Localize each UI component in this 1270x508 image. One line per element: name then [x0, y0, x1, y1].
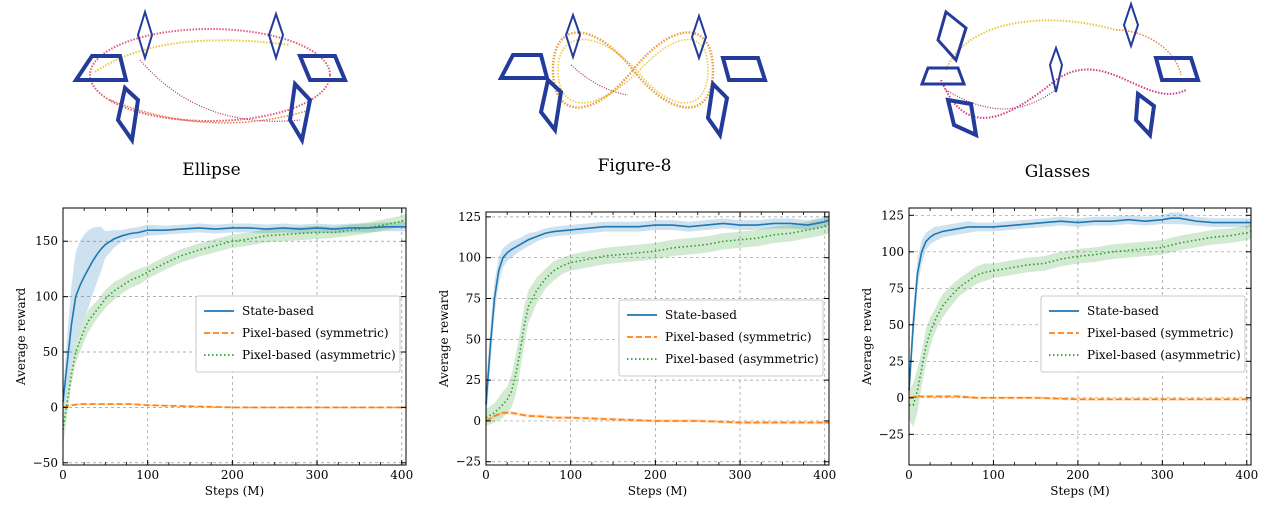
- panel-ellipse: 0 100 200 300 400 −50 0 50 100 150 Steps (M) Averag…: [0, 0, 423, 508]
- y-tick-label: 50: [43, 345, 58, 359]
- series-band: [909, 224, 1251, 428]
- plot-frame: [908, 207, 1252, 466]
- series-line: [62, 403, 406, 409]
- x-tick-label: 400: [1235, 468, 1258, 482]
- panel-figure8: 0 100 200 300 400 −25 0 25 50 75 100 125 Steps (M) Av…: [423, 0, 846, 508]
- series-line: [485, 219, 830, 405]
- legend-box: [1040, 295, 1246, 373]
- series-line: [62, 218, 407, 430]
- x-tick-label: 100: [136, 468, 159, 482]
- y-tick-label: 75: [889, 281, 904, 295]
- legend-label: State-based: [242, 304, 314, 318]
- series-line: [485, 411, 829, 424]
- y-tick-label: 0: [896, 391, 904, 405]
- legend-box: [618, 299, 824, 377]
- y-tick-label: 50: [466, 332, 481, 346]
- series-line: [908, 395, 1251, 401]
- legend-label: State-based: [1087, 304, 1159, 318]
- x-tick-label: 400: [390, 468, 413, 482]
- legend-label: Pixel-based (symmetric): [242, 326, 389, 340]
- y-tick-label: 100: [881, 245, 904, 259]
- panel-glasses: 0 100 200 300 400 −25 0 25 50 75 100 125 Steps (M) Av…: [846, 0, 1269, 508]
- legend-label: Pixel-based (asymmetric): [665, 352, 819, 366]
- y-tick-label: −50: [33, 456, 58, 470]
- legend-label: State-based: [665, 308, 737, 322]
- legend-label: Pixel-based (symmetric): [1087, 326, 1234, 340]
- ellipse-trajectory-illustration: [72, 8, 348, 146]
- y-axis-label: Average reward: [860, 288, 874, 387]
- plot-frame: [62, 207, 407, 466]
- trajectory-caption: Figure-8: [597, 156, 672, 176]
- y-tick-label: 0: [50, 400, 58, 414]
- x-tick-label: 0: [482, 468, 490, 482]
- series-line: [62, 226, 406, 402]
- legend-label: Pixel-based (symmetric): [665, 330, 812, 344]
- x-tick-label: 200: [221, 468, 244, 482]
- x-tick-label: 100: [982, 468, 1005, 482]
- reward-chart: 0 100 200 300 400 −25 0 25 50 75 100 125 Steps (M) Av…: [860, 207, 1258, 498]
- trajectory-caption: Ellipse: [182, 160, 241, 180]
- plot-frame: [485, 211, 830, 466]
- x-tick-label: 300: [1151, 468, 1174, 482]
- y-tick-label: 25: [466, 373, 481, 387]
- x-axis-label: Steps (M): [628, 484, 687, 498]
- figure8-trajectory-illustration: [497, 11, 768, 141]
- series-band: [486, 216, 829, 426]
- x-axis-label: Steps (M): [205, 484, 264, 498]
- x-tick-label: 0: [905, 468, 913, 482]
- series-line: [909, 230, 1252, 406]
- y-tick-label: −25: [879, 427, 904, 441]
- y-tick-label: 75: [466, 292, 481, 306]
- y-tick-label: 125: [881, 208, 904, 222]
- y-tick-label: 50: [889, 318, 904, 332]
- trajectory-caption: Glasses: [1024, 162, 1091, 182]
- series-line: [908, 217, 1251, 391]
- x-axis-label: Steps (M): [1050, 484, 1109, 498]
- x-tick-label: 300: [729, 468, 752, 482]
- glasses-trajectory-illustration: [919, 0, 1201, 140]
- panel-glasses-svg: 0 100 200 300 400 −25 0 25 50 75 100 125 Steps (M) Av…: [860, 0, 1258, 498]
- legend-label: Pixel-based (asymmetric): [1087, 348, 1241, 362]
- series-band: [63, 213, 406, 447]
- y-tick-label: 100: [458, 251, 481, 265]
- legend-label: Pixel-based (asymmetric): [242, 348, 396, 362]
- y-tick-label: 0: [473, 414, 481, 428]
- x-tick-label: 0: [59, 468, 67, 482]
- x-tick-label: 200: [1066, 468, 1089, 482]
- x-tick-label: 300: [306, 468, 329, 482]
- y-tick-label: 125: [458, 210, 481, 224]
- y-axis-label: Average reward: [437, 290, 451, 389]
- y-tick-label: 25: [889, 354, 904, 368]
- y-tick-label: −25: [456, 455, 481, 469]
- y-tick-label: 150: [35, 234, 58, 248]
- x-tick-label: 400: [813, 468, 836, 482]
- series-line: [485, 224, 830, 419]
- legend-box: [195, 295, 401, 373]
- y-tick-label: 100: [35, 290, 58, 304]
- y-axis-label: Average reward: [14, 288, 28, 387]
- x-tick-label: 200: [644, 468, 667, 482]
- x-tick-label: 100: [559, 468, 582, 482]
- series-band: [63, 222, 406, 413]
